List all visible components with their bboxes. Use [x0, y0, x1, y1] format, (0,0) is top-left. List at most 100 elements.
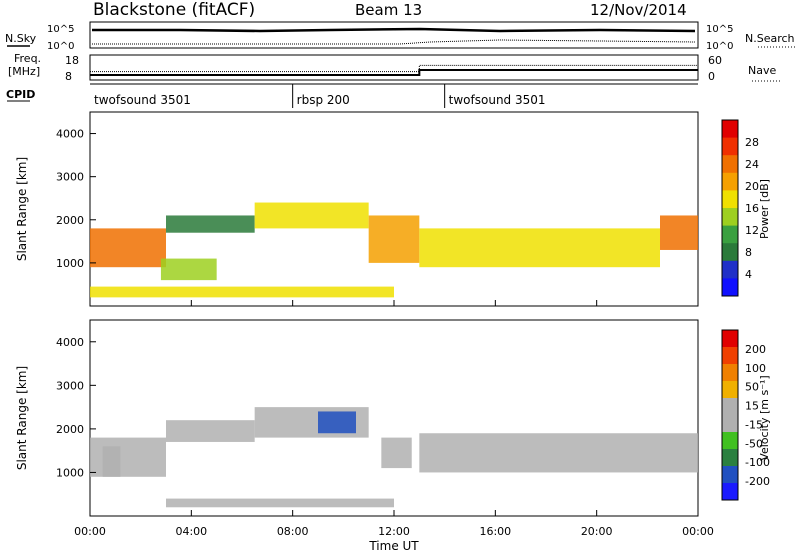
y-tick-label: 1000: [56, 257, 84, 270]
colorbar-swatch: [722, 208, 738, 227]
y-tick-label: 4000: [56, 128, 84, 141]
time-axis: 00:00 04:00 08:00 12:00 16:00 20:00 00:00: [74, 300, 714, 538]
scatter-band: [381, 437, 412, 469]
colorbar-swatch: [722, 120, 738, 139]
x-tick-label: 04:00: [175, 525, 207, 538]
colorbar-swatch: [722, 347, 738, 365]
y-tick-label: 4000: [56, 336, 84, 349]
nsearch-label: N.Search: [745, 32, 795, 45]
nsearch-series: [92, 39, 696, 45]
nsky-series: [92, 27, 696, 33]
scatter-band: [90, 437, 166, 477]
power-ylabel: Slant Range [km]: [15, 157, 29, 261]
colorbar-swatch: [722, 190, 738, 209]
velocity-yticks: 1000 2000 3000 4000: [56, 336, 96, 479]
y-tick-label: 2000: [56, 214, 84, 227]
colorbar-tick-label: 20: [745, 180, 759, 193]
cpid-segments: twofsound 3501 rbsp 200 twofsound 3501: [94, 84, 546, 108]
freq-label: Freq.: [14, 52, 41, 65]
x-tick-label: 00:00: [682, 525, 714, 538]
colorbar-tick-label: 12: [745, 224, 759, 237]
colorbar-swatch: [722, 381, 738, 399]
nave-label: Nave: [748, 64, 776, 77]
scatter-band: [318, 411, 356, 434]
x-tick-label: 20:00: [581, 525, 613, 538]
nsky-label: N.Sky: [5, 32, 37, 45]
scatter-band: [166, 420, 255, 442]
colorbar-tick-label: 16: [745, 202, 759, 215]
colorbar-tick-label: -200: [745, 475, 770, 488]
scatter-band: [660, 215, 698, 250]
nave-tick-bottom: 0: [708, 70, 715, 83]
scatter-band: [368, 215, 420, 263]
x-tick-label: 08:00: [277, 525, 309, 538]
scatter-band: [90, 286, 394, 298]
colorbar-tick-label: -15: [745, 418, 763, 431]
colorbar-swatch: [722, 432, 738, 450]
colorbar-swatch: [722, 243, 738, 262]
freq-series: [90, 69, 698, 76]
colorbar-swatch: [722, 483, 738, 501]
x-tick-label: 12:00: [378, 525, 410, 538]
velocity-ylabel: Slant Range [km]: [15, 366, 29, 470]
y-tick-label: 3000: [56, 379, 84, 392]
colorbar-swatch: [722, 155, 738, 174]
freq-panel: Freq. [MHz] 18 8 60 0 Nave: [8, 52, 780, 83]
cpid-segment-label: twofsound 3501: [94, 93, 191, 107]
cpid-label: CPID: [6, 88, 35, 101]
colorbar-swatch: [722, 449, 738, 467]
cpid-segment-label: rbsp 200: [297, 93, 350, 107]
scatter-band: [419, 228, 660, 268]
power-bands: [90, 202, 698, 298]
power-colorbar-label: Power [dB]: [758, 179, 771, 239]
velocity-panel: 1000 2000 3000 4000 Slant Range [km]: [15, 319, 699, 517]
colorbar-tick-label: 100: [745, 362, 766, 375]
nsky-frame: [89, 21, 699, 49]
colorbar-tick-label: 50: [745, 381, 759, 394]
colorbar-swatch: [722, 398, 738, 416]
x-tick-label: 00:00: [74, 525, 106, 538]
y-tick-label: 3000: [56, 171, 84, 184]
scatter-band: [166, 498, 394, 508]
y-tick-label: 2000: [56, 423, 84, 436]
power-colorbar: 28 24 20 16 12 8 4 Power [dB]: [721, 119, 771, 297]
colorbar-swatch: [722, 225, 738, 244]
nsky-tick-top: 10^5: [47, 24, 74, 35]
power-panel: 1000 2000 3000 4000 Slant Range [km]: [15, 111, 699, 307]
colorbar-swatch: [722, 466, 738, 484]
colorbar-swatch: [722, 172, 738, 191]
colorbar-tick-label: 28: [745, 136, 759, 149]
colorbar-tick-label: 15: [745, 400, 759, 413]
colorbar-swatch: [722, 364, 738, 382]
velocity-colorbar: 200 100 50 15 -15 -50 -100 -200 Velocity [m s⁻¹…: [721, 329, 771, 501]
velocity-colorbar-label: Velocity [m s⁻¹]: [758, 375, 771, 460]
scatter-band: [166, 215, 255, 233]
date-title: 12/Nov/2014: [590, 1, 687, 19]
colorbar-swatch: [722, 330, 738, 348]
beam-title: Beam 13: [355, 1, 422, 19]
cpid-segment-label: twofsound 3501: [449, 93, 546, 107]
colorbar-swatch: [722, 260, 738, 279]
scatter-band: [160, 258, 217, 281]
nsearch-tick-bottom: 10^0: [706, 41, 733, 52]
colorbar-tick-label: 24: [745, 158, 759, 171]
nsearch-tick-top: 10^5: [706, 24, 733, 35]
y-tick-label: 1000: [56, 466, 84, 479]
freq-tick-bottom: 8: [65, 70, 72, 83]
colorbar-tick-label: -100: [745, 456, 770, 469]
colorbar-tick-label: 4: [745, 268, 752, 281]
cpid-panel: CPID twofsound 3501 rbsp 200 twofsound 350…: [6, 83, 698, 108]
colorbar-swatch: [722, 137, 738, 156]
velocity-bands: [90, 407, 698, 508]
station-title: Blackstone (fitACF): [93, 0, 255, 20]
scatter-band: [90, 228, 166, 268]
nsky-tick-bottom: 10^0: [47, 41, 74, 52]
scatter-band: [419, 433, 698, 473]
scatter-band: [254, 202, 369, 229]
colorbar-swatch: [722, 278, 738, 297]
colorbar-swatch: [722, 415, 738, 433]
freq-frame: [89, 54, 699, 81]
colorbar-tick-label: 8: [745, 246, 752, 259]
colorbar-tick-label: 200: [745, 343, 766, 356]
